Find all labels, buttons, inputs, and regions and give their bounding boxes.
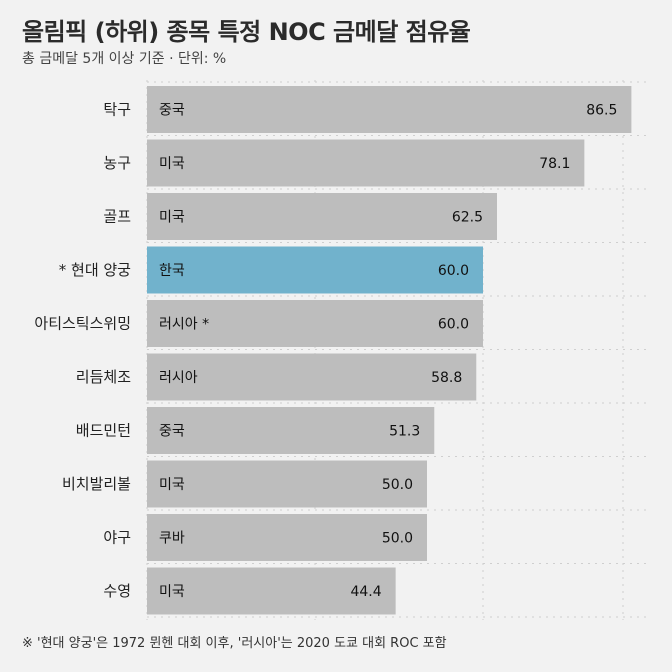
- value-label: 58.8: [431, 370, 462, 386]
- noc-label: 중국: [159, 424, 185, 440]
- bar: [147, 246, 483, 294]
- bar: [147, 193, 497, 240]
- noc-label: 미국: [159, 477, 185, 493]
- value-label: 50.0: [382, 477, 413, 493]
- noc-label: 중국: [159, 103, 185, 119]
- category-label: 탁구: [103, 101, 131, 119]
- chart-title: 올림픽 (하위) 종목 특정 NOC 금메달 점유율: [22, 18, 471, 46]
- category-label: 배드민턴: [76, 422, 131, 440]
- bar: [147, 86, 632, 133]
- noc-label: 미국: [159, 210, 185, 226]
- category-label: 수영: [103, 582, 131, 600]
- category-label: 비치발리볼: [62, 475, 131, 493]
- bar: [147, 353, 477, 401]
- value-label: 86.5: [586, 103, 617, 119]
- category-label: 야구: [103, 529, 131, 547]
- bar: [147, 460, 427, 508]
- bar: [147, 567, 396, 615]
- value-label: 60.0: [438, 263, 469, 279]
- chart-subtitle: 총 금메달 5개 이상 기준 · 단위: %: [22, 51, 227, 67]
- value-label: 51.3: [389, 424, 420, 440]
- noc-label: 한국: [159, 263, 185, 279]
- noc-label: 쿠바: [159, 531, 185, 547]
- bar: [147, 514, 427, 561]
- value-label: 50.0: [382, 531, 413, 547]
- chart-footnote: ※ '현대 양궁'은 1972 뮌헨 대회 이후, '러시아'는 2020 도쿄…: [22, 636, 447, 651]
- value-label: 62.5: [452, 210, 483, 226]
- noc-label: 미국: [159, 156, 185, 172]
- bar: [147, 300, 483, 347]
- noc-label: 러시아: [159, 370, 198, 386]
- category-label: * 현대 양궁: [59, 261, 131, 279]
- category-label: 농구: [103, 154, 131, 172]
- category-label: 골프: [103, 208, 131, 226]
- value-label: 60.0: [438, 317, 469, 333]
- bar: [147, 407, 435, 454]
- category-label: 리듬체조: [76, 368, 131, 386]
- value-label: 44.4: [350, 584, 381, 600]
- noc-label: 미국: [159, 584, 185, 600]
- category-label: 아티스틱스위밍: [34, 315, 131, 333]
- bar: [147, 139, 585, 187]
- value-label: 78.1: [539, 156, 570, 172]
- noc-label: 러시아 *: [159, 317, 209, 333]
